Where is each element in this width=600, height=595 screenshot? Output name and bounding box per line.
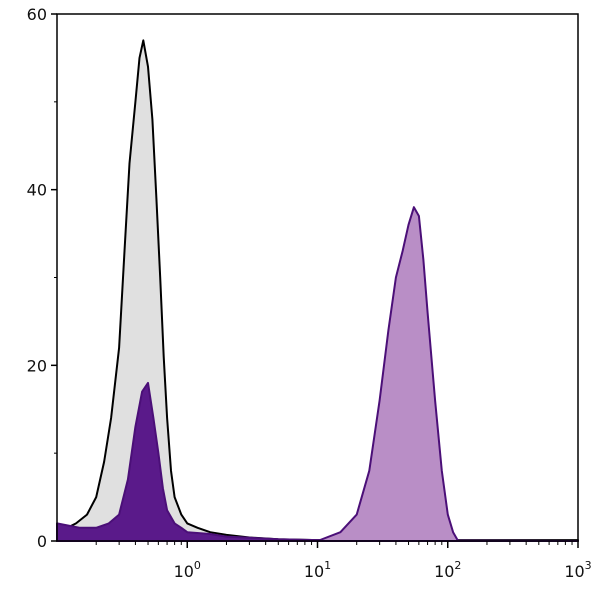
x-tick-label: 102 [434, 559, 461, 581]
y-tick-label: 60 [27, 5, 47, 24]
x-tick-label: 103 [564, 559, 591, 581]
series-layer [56, 39, 579, 542]
x-tick-label: 101 [304, 559, 331, 581]
y-tick-label: 40 [27, 181, 47, 200]
ticks-layer: 0 20 40 60 100 101 102 103 [27, 5, 592, 581]
histogram-series-3 [316, 206, 460, 542]
y-tick-label: 0 [37, 532, 47, 551]
x-tick-label: 100 [174, 559, 201, 581]
y-tick-label: 20 [27, 356, 47, 375]
histogram-series-2 [56, 381, 579, 542]
